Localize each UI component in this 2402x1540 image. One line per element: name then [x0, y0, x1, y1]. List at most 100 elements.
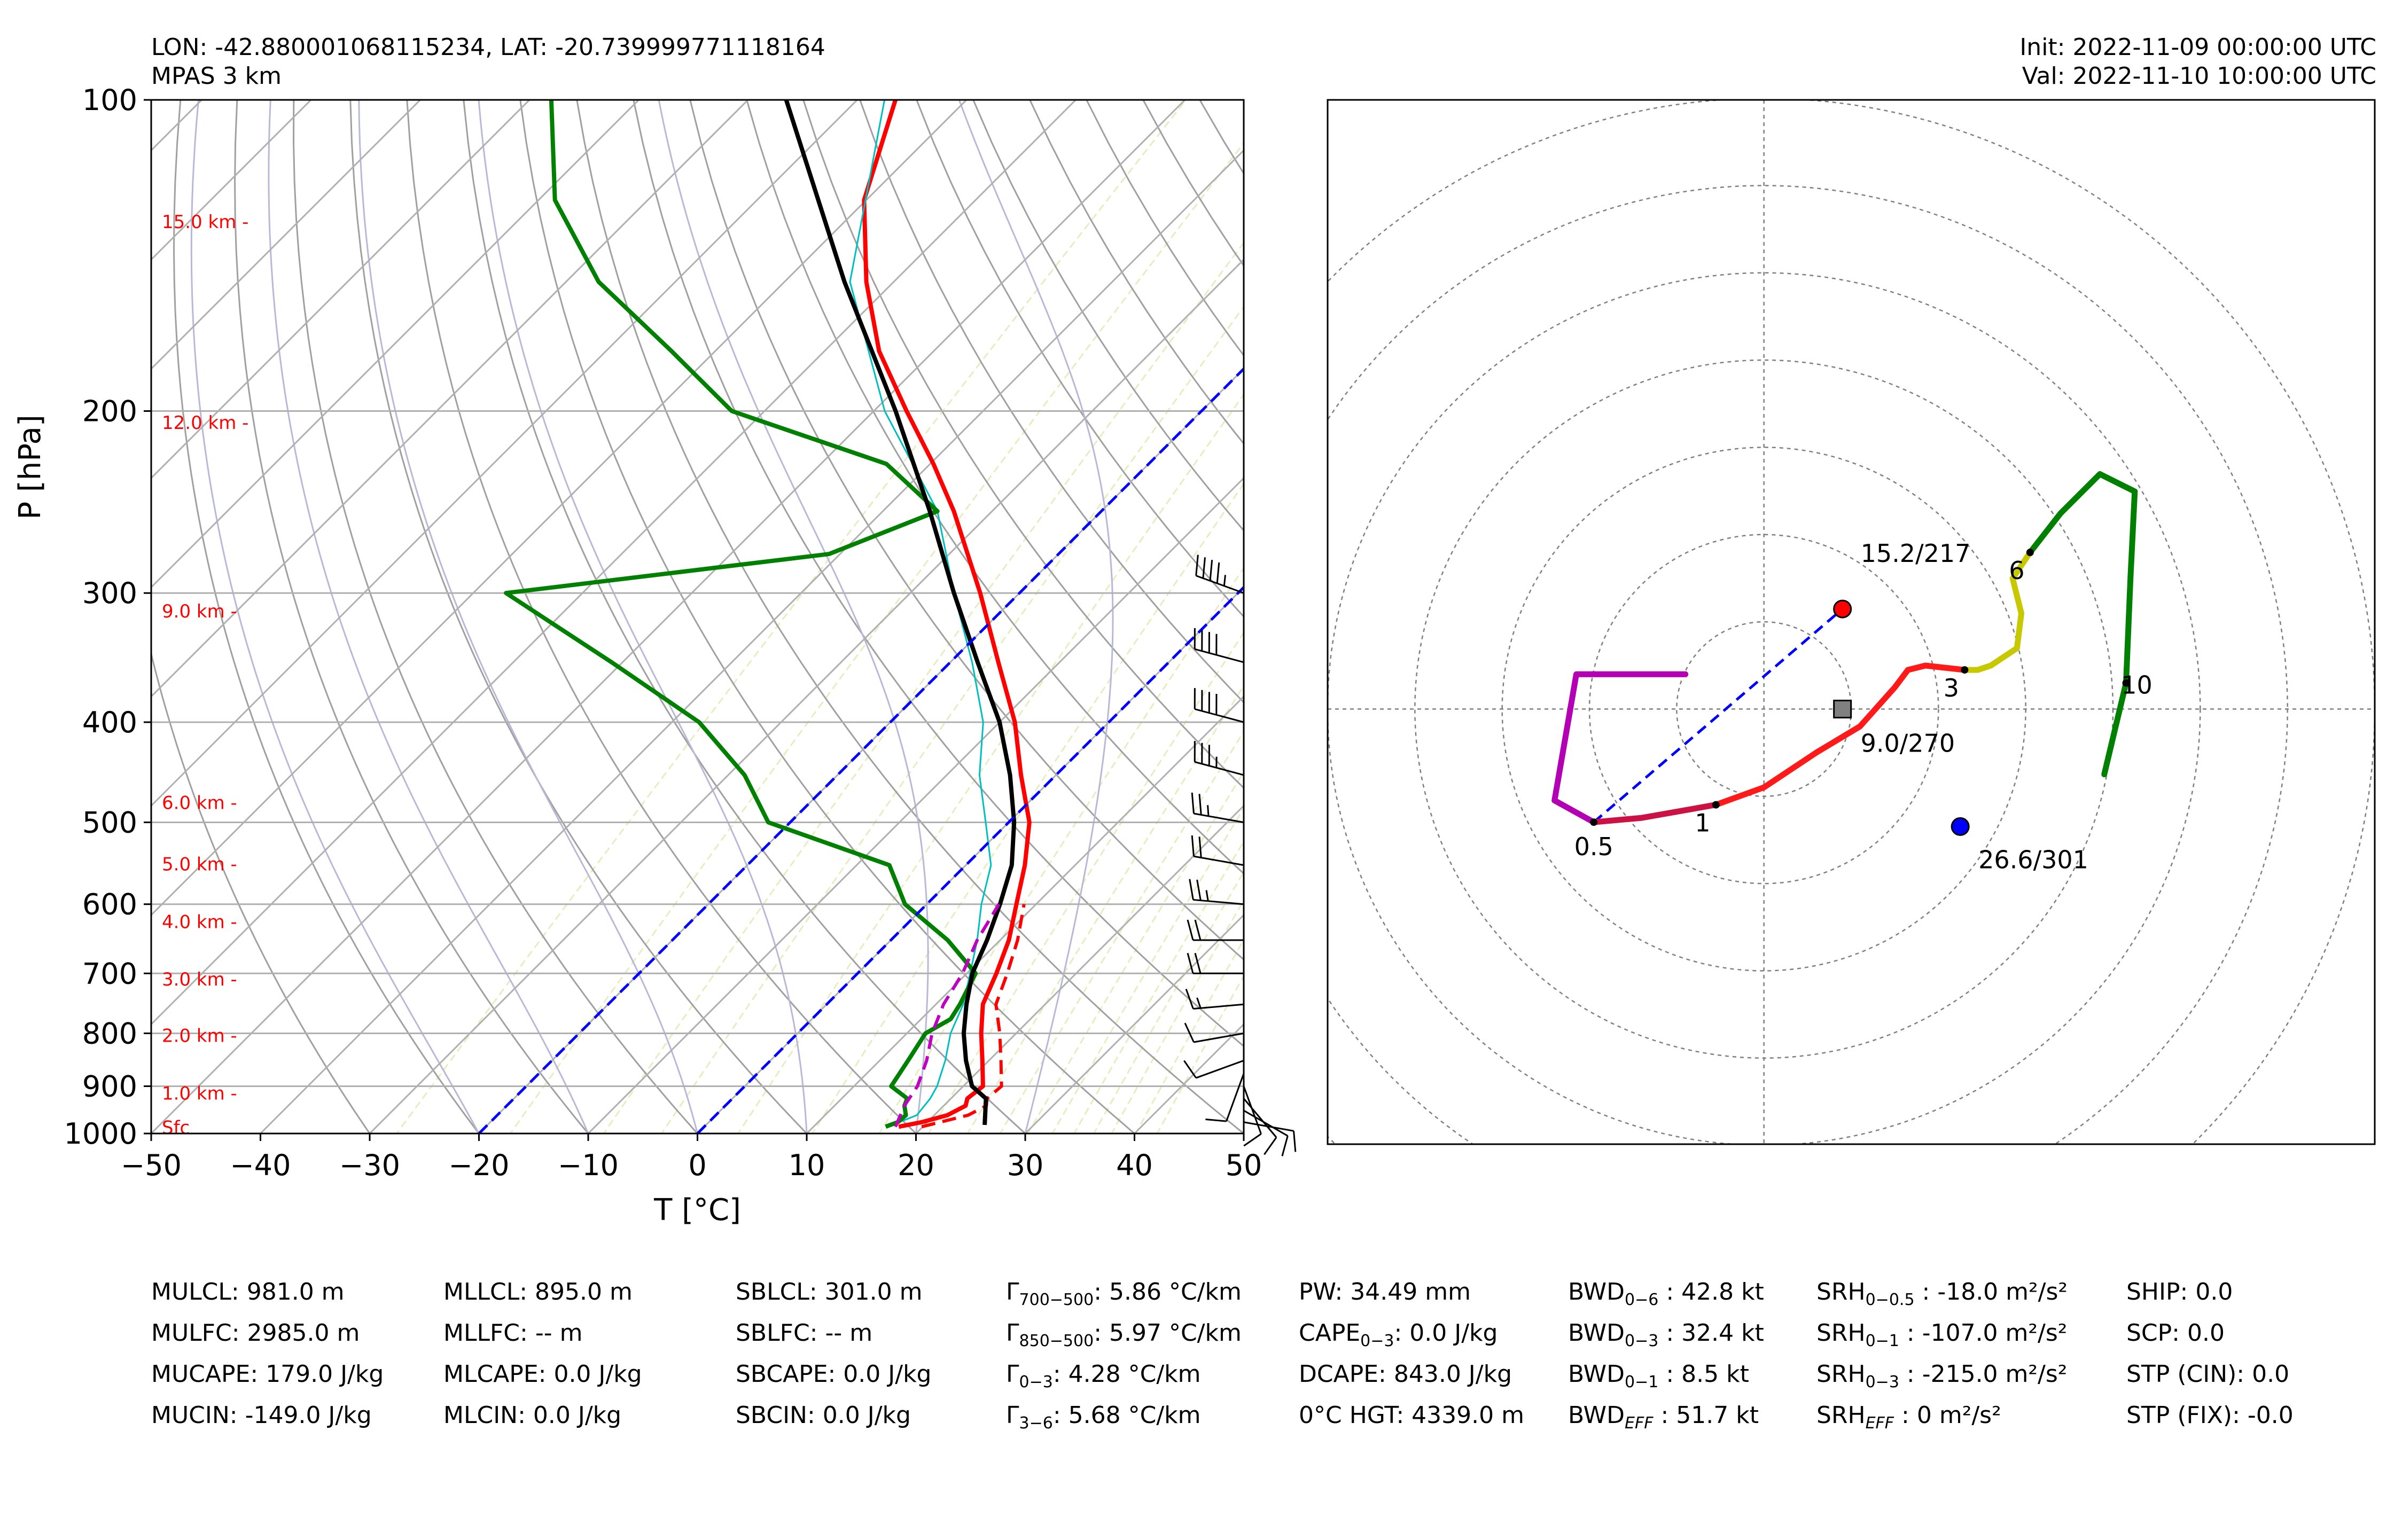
isotherm [259, 149, 1244, 1133]
x-axis-label: T [°C] [653, 1193, 741, 1228]
mean-wind-marker [1833, 699, 1852, 718]
y-tick-label: 1000 [64, 1117, 137, 1151]
mixing-ratio-line [1073, 840, 1244, 1133]
parameter-column: SRH0−0.5 : -18.0 m²/s² SRH0−1 : -107.0 m²… [1816, 1271, 2068, 1436]
moist-adiabat [190, 100, 480, 1133]
parameter-value: Γ700−500: 5.86 °C/km [1006, 1278, 1242, 1309]
hodograph: 0.5 1 3 6 10 15.2/217 9.0/270 26.6/301 [1327, 99, 2376, 1145]
parameter-value: STP (FIX): -0.0 [2126, 1402, 2294, 1429]
isotherm [151, 100, 1077, 1026]
left-mover-marker [1951, 817, 1970, 836]
wind-barbs [1183, 554, 1297, 1156]
isotherm [151, 100, 313, 261]
height-mark-label: 6 [2009, 556, 2024, 585]
dry-adiabat [633, 100, 1244, 1047]
header-left: LON: -42.880001068115234, LAT: -20.73999… [151, 33, 825, 91]
dewpoint-profile [504, 100, 978, 1129]
height-label: 12.0 km - [162, 412, 248, 434]
height-mark-label: 1 [1695, 809, 1710, 838]
hodo-segment [1713, 662, 1968, 808]
parameter-value: Γ3−6: 5.68 °C/km [1006, 1402, 1201, 1433]
parameter-value: MLLFC: -- m [443, 1319, 583, 1347]
wind-barb [1191, 792, 1244, 823]
dry-adiabat [689, 100, 1244, 961]
dry-adiabat [234, 100, 589, 1133]
mean-wind-label: 9.0/270 [1861, 729, 1955, 757]
parameter-value: BWD0−1 : 8.5 kt [1568, 1361, 1749, 1392]
height-label: 4.0 km - [162, 911, 237, 933]
parameter-column: MULCL: 981.0 m MULFC: 2985.0 m MUCAPE: 179… [151, 1271, 384, 1436]
parameter-value: MUCIN: -149.0 J/kg [151, 1402, 372, 1429]
dry-adiabat [1029, 100, 1244, 445]
height-mark [2026, 549, 2034, 557]
dry-adiabat [1370, 100, 2402, 1155]
parameter-table: MULCL: 981.0 m MULFC: 2985.0 m MUCAPE: 179… [151, 1271, 2395, 1442]
y-tick-label: 500 [82, 806, 137, 840]
parameter-value: MLCAPE: 0.0 J/kg [443, 1361, 642, 1388]
mixing-ratio-line [966, 684, 1244, 1133]
x-tick-label: −50 [121, 1148, 182, 1182]
profiles [478, 100, 1244, 1133]
skew-t-diagram: Sfc 1.0 km - 2.0 km - 3.0 km - 4.0 km - 5.0 k… [13, 83, 2402, 1228]
dry-adiabat [859, 100, 1244, 703]
dry-adiabat [1313, 100, 2402, 1155]
background-lines [151, 100, 2402, 1155]
x-tick-label: 40 [1116, 1148, 1153, 1182]
mixing-ratio-line [927, 631, 1244, 1133]
y-tick-label: 600 [82, 888, 137, 921]
right-mover-marker [1833, 599, 1852, 619]
mixing-ratio-line [395, 100, 1187, 1133]
dry-adiabat [349, 100, 808, 1133]
parameter-value: DCAPE: 843.0 J/kg [1299, 1361, 1512, 1388]
height-label: 6.0 km - [162, 793, 237, 814]
dry-adiabat [1257, 100, 2402, 1155]
isotherm [587, 476, 1244, 1133]
wind-barb [1194, 688, 1244, 723]
dry-adiabat [406, 100, 917, 1133]
height-label: 1.0 km - [162, 1083, 237, 1105]
isotherm [1242, 1132, 1244, 1133]
height-label: 2.0 km - [162, 1026, 237, 1047]
height-label: 3.0 km - [162, 969, 237, 990]
height-mark [1712, 801, 1720, 809]
wind-barb [1184, 1022, 1244, 1043]
y-tick-label: 800 [82, 1017, 137, 1050]
isotherm [151, 100, 1187, 1133]
parameter-value: MUCAPE: 179.0 J/kg [151, 1361, 384, 1388]
wind-barb [1194, 628, 1244, 663]
mixing-ratio-line [1093, 870, 1244, 1133]
moist-adiabat [268, 100, 589, 1133]
mixing-ratio-line [660, 305, 1244, 1133]
parameter-value: SBCAPE: 0.0 J/kg [736, 1361, 932, 1388]
moist-adiabat [658, 100, 929, 1133]
x-tick-label: 10 [789, 1148, 825, 1182]
parameter-column: SHIP: 0.0 SCP: 0.0 STP (CIN): 0.0 STP (FIX)… [2126, 1271, 2294, 1436]
wind-barb [1205, 1073, 1245, 1122]
parameter-value: SRH0−0.5 : -18.0 m²/s² [1816, 1278, 2068, 1309]
hodo-segment [1551, 671, 1689, 825]
parameter-value: BWD0−3 : 32.4 kt [1568, 1319, 1764, 1350]
parameter-value: SRH0−1 : -107.0 m²/s² [1816, 1319, 2068, 1350]
parameter-value: SHIP: 0.0 [2126, 1278, 2233, 1306]
speed-ring [1328, 272, 2201, 1144]
isotherm-zero-profile [478, 366, 1244, 1133]
height-mark-label: 10 [2121, 671, 2153, 700]
parameter-value: BWDEFF : 51.7 kt [1568, 1402, 1759, 1433]
header-right: Init: 2022-11-09 00:00:00 UTC Val: 2022-… [2019, 33, 2376, 91]
model-label: MPAS 3 km [151, 62, 282, 90]
wind-barb [1243, 1109, 1289, 1156]
isotherm [1024, 913, 1244, 1133]
shear-vector [1593, 608, 1844, 824]
mixing-ratio-line [737, 393, 1244, 1133]
right-mover-label: 15.2/217 [1861, 539, 1971, 568]
parameter-value: STP (CIN): 0.0 [2126, 1361, 2290, 1388]
dry-adiabat [802, 100, 1244, 789]
wind-barb [1243, 1098, 1277, 1155]
mixing-ratio-line [1156, 974, 1244, 1133]
parameter-value: BWD0−6 : 42.8 kt [1568, 1278, 1764, 1309]
wind-barb [1195, 554, 1244, 594]
height-label: 9.0 km - [162, 601, 237, 622]
isotherm-zero-profile [696, 585, 1244, 1133]
parameter-column: BWD0−6 : 42.8 kt BWD0−3 : 32.4 kt BWD0−1 :… [1568, 1271, 1764, 1436]
